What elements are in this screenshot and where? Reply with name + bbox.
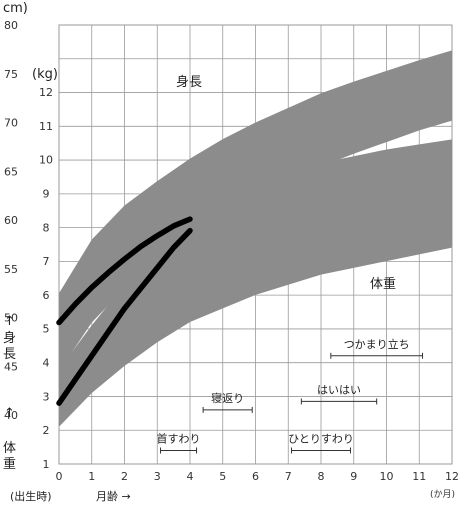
weight-tick-label: 2 — [43, 424, 50, 437]
weight-drawn-line — [56, 227, 193, 406]
height-tick-label: 55 — [4, 263, 18, 276]
height-axis-char1: 身 — [3, 330, 16, 346]
weight-series-label: 体重 — [370, 276, 396, 292]
milestone-label: 寝返り — [211, 391, 244, 405]
height-series-label: 身長 — [176, 74, 202, 90]
weight-tick-label: 5 — [43, 323, 50, 336]
height-band — [59, 50, 452, 372]
x-tick-label: 9 — [350, 470, 357, 483]
x-tick-label: 12 — [445, 470, 459, 483]
weight-tick-label: 7 — [43, 255, 50, 268]
height-tick-label: 80 — [4, 19, 18, 32]
weight-unit: (kg) — [32, 67, 58, 82]
x-tick-label: 7 — [285, 470, 292, 483]
weight-band — [59, 139, 452, 427]
x-tick-label: 0 — [56, 470, 63, 483]
growth-bands — [59, 50, 452, 427]
x-tick-label: 1 — [88, 470, 95, 483]
weight-tick-label: 3 — [43, 390, 50, 403]
weight-tick-label: 4 — [43, 357, 50, 370]
x-tick-label: 5 — [219, 470, 226, 483]
x-tick-label: 4 — [187, 470, 194, 483]
weight-tick-label: 10 — [39, 154, 53, 167]
weight-axis-label-group: ↑ 体 重 — [3, 406, 16, 472]
height-unit: cm) — [3, 1, 28, 16]
x-tick-label: 10 — [380, 470, 394, 483]
weight-tick-label: 12 — [39, 86, 53, 99]
height-axis-char2: 長 — [3, 347, 16, 362]
height-tick-label: 45 — [4, 360, 18, 373]
height-tick-label: 60 — [4, 214, 18, 227]
weight-tick-label: 11 — [39, 120, 53, 133]
tick-labels: 0 1 2 3 4 5 6 7 8 9 10 11 12404550556065707580123456… — [4, 19, 459, 483]
x-axis-unit: (か月) — [430, 489, 455, 500]
milestone-label: はいはい — [317, 383, 361, 396]
height-tick-label: 50 — [4, 312, 18, 325]
height-tick-label: 70 — [4, 117, 18, 130]
x-tick-label: 11 — [412, 470, 426, 483]
milestone-label: つかまり立ち — [344, 337, 410, 351]
x-tick-label: 6 — [252, 470, 259, 483]
weight-axis-arrow: ↑ — [4, 406, 15, 421]
drawn-lines — [56, 216, 193, 406]
height-drawn-line — [56, 216, 193, 326]
height-axis-arrow: ↑ — [4, 314, 15, 329]
weight-tick-label: 1 — [43, 458, 50, 471]
weight-axis-char1: 体 — [3, 441, 16, 456]
height-tick-label: 75 — [4, 68, 18, 81]
x-tick-label: 3 — [154, 470, 161, 483]
weight-tick-label: 9 — [43, 187, 50, 200]
x-axis-label: 月齢 → — [96, 489, 131, 503]
milestone-label: ひとりすわり — [288, 432, 354, 445]
height-tick-label: 40 — [4, 409, 18, 422]
x-tick-label: 2 — [121, 470, 128, 483]
weight-tick-label: 8 — [43, 221, 50, 234]
milestone-label: 首すわり — [157, 431, 201, 445]
height-tick-label: 65 — [4, 165, 18, 178]
x-tick-label: 8 — [318, 470, 325, 483]
height-axis-label-group: ↑ 身 長 — [3, 314, 16, 362]
weight-axis-char2: 重 — [3, 456, 16, 472]
weight-tick-label: 6 — [43, 289, 50, 302]
birth-note: (出生時) — [10, 489, 52, 503]
